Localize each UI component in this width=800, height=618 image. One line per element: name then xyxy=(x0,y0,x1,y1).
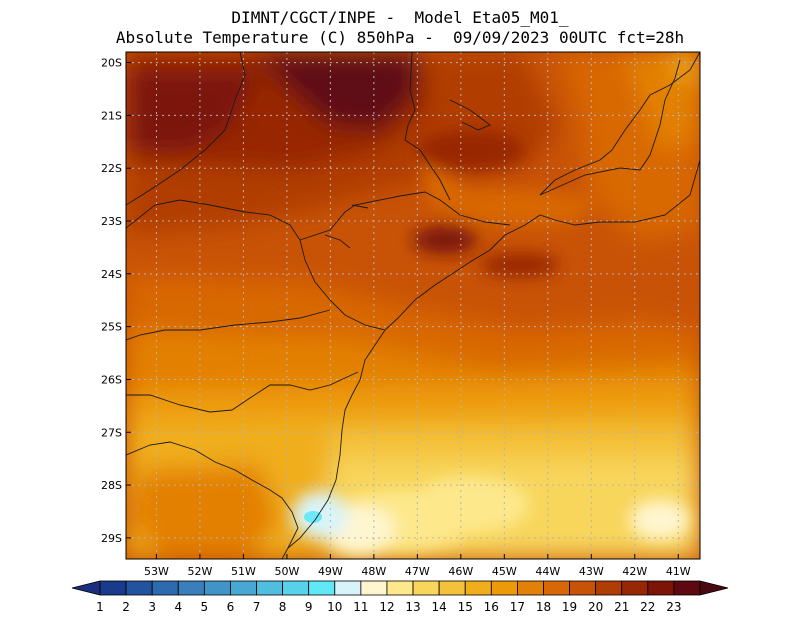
lat-tick-label: 25S xyxy=(101,321,122,334)
lon-tick-label: 43W xyxy=(579,565,604,578)
colorbar-label: 19 xyxy=(562,600,577,614)
colorbar-label: 7 xyxy=(253,600,261,614)
lon-tick-label: 49W xyxy=(318,565,343,578)
colorbar-label: 22 xyxy=(640,600,655,614)
colorbar-swatch xyxy=(256,580,284,596)
latitude-axis: 20S 21S 22S 23S 24S 25S 26S 27S 28S 29S xyxy=(101,57,131,545)
colorbar-label: 8 xyxy=(279,600,287,614)
colorbar-swatch xyxy=(334,580,362,596)
lat-tick-label: 29S xyxy=(101,532,122,545)
colorbar-label: 6 xyxy=(227,600,235,614)
colorbar-label: 3 xyxy=(148,600,156,614)
colorbar-swatch xyxy=(360,580,388,596)
colorbar-swatch xyxy=(647,580,675,596)
colorbar-over-arrow xyxy=(699,580,729,596)
chart-title-line2: Absolute Temperature (C) 850hPa - 09/09/… xyxy=(115,28,685,47)
colorbar-swatch xyxy=(490,580,518,596)
colorbar-swatch xyxy=(151,580,179,596)
colorbar-label: 21 xyxy=(614,600,629,614)
lat-tick-label: 26S xyxy=(101,373,122,386)
colorbar-swatch xyxy=(282,580,310,596)
colorbar-label: 17 xyxy=(510,600,525,614)
coastline-borders xyxy=(126,52,700,559)
lon-tick-label: 52W xyxy=(187,565,212,578)
colorbar-label: 18 xyxy=(536,600,551,614)
colorbar-swatch xyxy=(125,580,153,596)
colorbar-label: 5 xyxy=(201,600,209,614)
temperature-field xyxy=(126,52,700,559)
colorbar-swatch xyxy=(569,580,597,596)
lon-tick-label: 46W xyxy=(448,565,473,578)
colorbar-label: 9 xyxy=(305,600,313,614)
lon-tick-label: 44W xyxy=(535,565,560,578)
colorbar-label: 14 xyxy=(431,600,446,614)
colorbar-swatch xyxy=(412,580,440,596)
colorbar-swatch xyxy=(177,580,205,596)
colorbar-swatch xyxy=(203,580,231,596)
colorbar-swatch xyxy=(438,580,466,596)
colorbar-label: 10 xyxy=(327,600,342,614)
lat-tick-label: 20S xyxy=(101,57,122,70)
colorbar-label: 13 xyxy=(405,600,420,614)
lon-tick-label: 50W xyxy=(274,565,299,578)
lat-tick-label: 24S xyxy=(101,268,122,281)
lon-tick-label: 47W xyxy=(405,565,430,578)
lat-tick-label: 27S xyxy=(101,426,122,439)
colorbar-label: 11 xyxy=(353,600,368,614)
colorbar-swatch xyxy=(308,580,336,596)
lon-tick-label: 51W xyxy=(231,565,256,578)
colorbar-label: 23 xyxy=(666,600,681,614)
colorbar-swatch xyxy=(621,580,649,596)
colorbar-swatch xyxy=(673,580,701,596)
chart-title-line1: DIMNT/CGCT/INPE - Model Eta05_M01_ xyxy=(231,8,569,27)
lon-tick-label: 41W xyxy=(666,565,691,578)
lon-tick-label: 53W xyxy=(144,565,169,578)
colorbar-swatch xyxy=(543,580,570,596)
plot-frame xyxy=(125,51,701,560)
colorbar-label: 2 xyxy=(122,600,130,614)
lat-tick-label: 23S xyxy=(101,215,122,228)
colorbar: 1 2 3 4 5 6 7 8 9 10 11 12 13 14 15 16 17 18 19 20 21 22 23 xyxy=(71,580,729,614)
colorbar-label: 15 xyxy=(458,600,473,614)
lat-tick-label: 22S xyxy=(101,162,122,175)
lat-tick-label: 28S xyxy=(101,479,122,492)
colorbar-swatch xyxy=(516,580,544,596)
colorbar-label: 1 xyxy=(96,600,104,614)
lat-tick-label: 21S xyxy=(101,109,122,122)
longitude-axis: 53W 52W 51W 50W 49W 48W 47W 46W 45W 44W 43W 42W 41W xyxy=(144,554,691,578)
colorbar-swatch xyxy=(230,580,257,596)
colorbar-label: 12 xyxy=(379,600,394,614)
colorbar-under-arrow xyxy=(71,580,101,596)
colorbar-swatch xyxy=(386,580,414,596)
colorbar-swatch xyxy=(464,580,492,596)
colorbar-swatch xyxy=(595,580,623,596)
lon-tick-label: 48W xyxy=(361,565,386,578)
colorbar-label: 4 xyxy=(174,600,182,614)
lon-tick-label: 42W xyxy=(622,565,647,578)
colorbar-label: 16 xyxy=(484,600,499,614)
map-gridlines xyxy=(126,52,700,559)
colorbar-label: 20 xyxy=(588,600,603,614)
colorbar-swatch xyxy=(99,580,127,596)
lon-tick-label: 45W xyxy=(492,565,517,578)
